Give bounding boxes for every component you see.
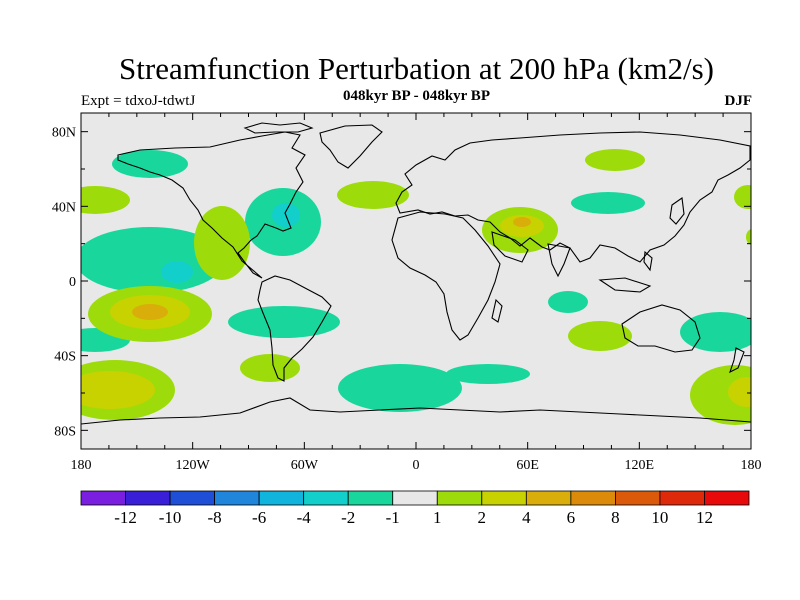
contour-neg-southern-ocean-east [446,364,530,384]
colorbar-label: -6 [252,508,266,527]
colorbar-swatch [615,490,661,506]
coast-greenland [319,124,383,169]
coast-south-america [257,275,332,382]
colorbar-swatch [436,490,483,506]
contour-pos-south-pacific-core [132,304,168,320]
contour-neg-north-pacific [112,150,188,178]
colorbar-label: -8 [208,508,222,527]
coast-arctic-islands [243,122,314,134]
contour-pos-middle-east-peak [513,217,531,227]
colorbar-swatch [303,490,349,506]
contour-pos-east-edge-south [746,229,751,245]
contour-neg-north-asia [571,192,645,214]
colorbar-swatch [258,490,305,506]
lon-tick-label: 60E [516,458,539,473]
contour-pos-south-indian-ocean [568,321,632,351]
map-title: Streamfunction Perturbation at 200 hPa (… [119,51,714,86]
colorbar-label: 1 [433,508,442,527]
coast-madagascar [491,298,503,323]
lat-tick-label: 80N [52,126,76,141]
lon-tick-label: 120W [176,458,211,473]
colorbar-swatch [169,490,215,506]
coast-philippines [643,250,653,272]
lon-tick-label: 120E [625,458,655,473]
coast-eurasia [395,131,751,263]
contour-pos-east-edge [734,185,751,209]
colorbar-swatch [125,490,171,506]
lon-tick-label: 0 [413,458,420,473]
colorbar-label: 10 [651,508,668,527]
coast-arabia [491,231,529,263]
colorbar-label: 2 [478,508,487,527]
contour-neg-west-atlantic-edge [81,186,130,214]
colorbar-label: -1 [386,508,400,527]
colorbar-swatch [525,490,572,506]
contour-pos-western-us [194,206,250,280]
lon-axis: 180 120W 60W 0 60E 120E 180 [71,113,762,473]
colorbar-label: 4 [522,508,531,527]
coast-india [547,243,571,278]
experiment-label: Expt = tdxoJ-tdwtJ [81,93,196,109]
contour-pos-southwest-pacific-core [728,377,751,407]
lat-axis: 80N 40N 0 40S 80S [52,126,751,439]
lat-tick-label: 0 [69,275,76,290]
colorbar-swatch [570,490,616,506]
coast-antarctica [81,397,751,425]
contour-pos-southwest-pacific [690,365,751,425]
colorbar-label: 12 [696,508,713,527]
colorbar-swatch [80,490,126,506]
coast-new-zealand [729,347,745,374]
colorbar-label: -4 [297,508,312,527]
colorbar-swatch [214,490,260,506]
contour-neg-east-pacific-core [161,261,193,283]
contour-fields [81,122,751,425]
contour-neg-indian-ocean [548,291,588,313]
lat-tick-label: 40S [54,350,76,365]
contour-neg-southern-ocean [338,364,462,412]
map-subtitle: 048kyr BP - 048kyr BP [343,88,490,104]
coast-indonesia [598,277,652,293]
contour-pos-patagonia [240,354,300,382]
lat-tick-label: 80S [54,424,76,439]
colorbar-label: 6 [567,508,576,527]
colorbar-swatch [392,490,438,506]
lon-tick-label: 180 [741,458,762,473]
lat-tick-label: 40N [52,200,76,215]
contour-neg-south-atlantic [228,306,340,338]
contour-pos-north-pacific-east [585,149,645,171]
colorbar-label: -2 [341,508,355,527]
coast-north-america [117,131,306,279]
coast-japan [669,197,685,225]
contour-pos-far-south-pacific-core [81,371,155,409]
colorbar-label: 8 [611,508,620,527]
season-label: DJF [724,93,753,109]
lon-tick-label: 60W [291,458,319,473]
colorbar-swatch [704,490,750,506]
colorbar: -12 -10 -8 -6 -4 -2 -1 1 2 4 6 8 10 12 [80,490,750,527]
colorbar-label: -10 [159,508,182,527]
colorbar-label: -12 [114,508,137,527]
colorbar-swatch [659,490,705,506]
coastlines [81,122,751,425]
colorbar-swatch [481,490,527,506]
contour-pos-north-atlantic [337,181,409,209]
coast-africa [391,211,501,341]
lon-tick-label: 180 [71,458,92,473]
colorbar-swatch [347,490,394,506]
coast-australia [621,304,701,353]
